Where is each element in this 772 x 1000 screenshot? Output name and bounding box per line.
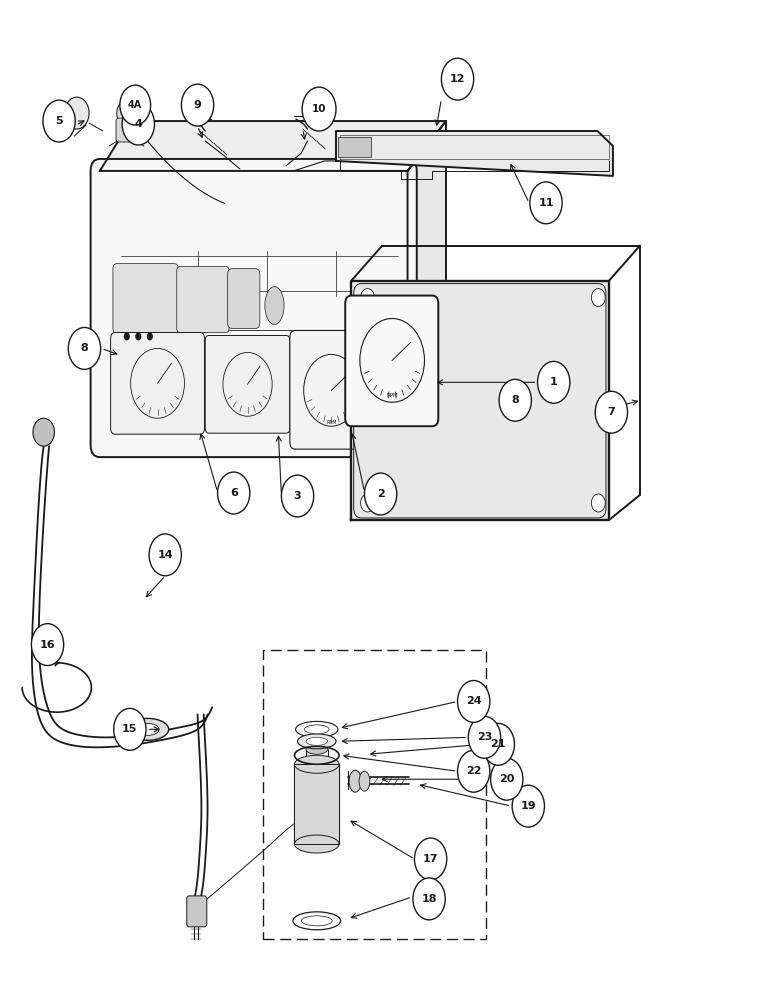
FancyBboxPatch shape <box>228 269 260 328</box>
Bar <box>263 650 486 939</box>
FancyBboxPatch shape <box>354 284 606 518</box>
Circle shape <box>595 391 628 433</box>
Circle shape <box>361 494 374 512</box>
Text: 16: 16 <box>39 640 56 650</box>
Circle shape <box>135 332 141 340</box>
Circle shape <box>415 838 447 880</box>
Circle shape <box>469 716 500 758</box>
Text: 8: 8 <box>80 343 88 353</box>
Circle shape <box>122 103 154 145</box>
Circle shape <box>591 289 605 307</box>
Circle shape <box>442 58 474 100</box>
Text: 2: 2 <box>377 489 384 499</box>
Circle shape <box>149 534 181 576</box>
FancyBboxPatch shape <box>116 118 140 142</box>
Text: 3: 3 <box>293 491 301 501</box>
Circle shape <box>361 289 374 307</box>
Circle shape <box>458 680 490 722</box>
Text: 24: 24 <box>466 696 482 706</box>
Ellipse shape <box>301 916 332 926</box>
Circle shape <box>113 708 146 750</box>
Text: 12: 12 <box>450 74 466 84</box>
Circle shape <box>124 332 130 340</box>
Circle shape <box>512 785 544 827</box>
Text: 19: 19 <box>520 801 536 811</box>
Circle shape <box>65 97 89 129</box>
Ellipse shape <box>293 912 340 930</box>
Circle shape <box>499 379 531 421</box>
Circle shape <box>33 418 55 446</box>
Circle shape <box>281 475 313 517</box>
FancyBboxPatch shape <box>110 332 205 434</box>
Text: 15: 15 <box>122 724 137 734</box>
Text: 9: 9 <box>194 100 201 110</box>
Ellipse shape <box>265 287 284 324</box>
Text: 11: 11 <box>538 198 554 208</box>
Text: 14: 14 <box>157 550 173 560</box>
FancyBboxPatch shape <box>113 264 178 333</box>
Text: 4: 4 <box>134 119 142 129</box>
Circle shape <box>530 182 562 224</box>
Circle shape <box>458 750 490 792</box>
Text: 23: 23 <box>477 732 492 742</box>
Circle shape <box>482 723 514 765</box>
Text: 21: 21 <box>490 739 506 749</box>
Circle shape <box>181 84 214 126</box>
Circle shape <box>302 87 336 131</box>
Polygon shape <box>336 131 613 176</box>
Text: RPM: RPM <box>386 393 398 398</box>
Text: 20: 20 <box>499 774 514 784</box>
FancyBboxPatch shape <box>290 330 374 449</box>
Ellipse shape <box>296 721 338 737</box>
Circle shape <box>43 100 75 142</box>
Ellipse shape <box>294 755 339 773</box>
Ellipse shape <box>297 734 336 749</box>
Polygon shape <box>351 281 609 520</box>
Ellipse shape <box>306 744 327 754</box>
Ellipse shape <box>127 718 169 740</box>
Text: 17: 17 <box>423 854 438 864</box>
Polygon shape <box>294 764 339 844</box>
Circle shape <box>591 494 605 512</box>
Text: RPM: RPM <box>326 420 337 425</box>
FancyBboxPatch shape <box>205 335 290 433</box>
Text: 8: 8 <box>511 395 519 405</box>
Ellipse shape <box>349 770 361 792</box>
Ellipse shape <box>294 835 339 853</box>
Text: 22: 22 <box>466 766 482 776</box>
Circle shape <box>117 100 137 126</box>
Circle shape <box>120 85 151 125</box>
Text: 4A: 4A <box>128 100 142 110</box>
FancyBboxPatch shape <box>90 159 417 457</box>
Text: 5: 5 <box>56 116 63 126</box>
Polygon shape <box>408 121 446 430</box>
Circle shape <box>218 472 250 514</box>
Circle shape <box>32 624 64 666</box>
Ellipse shape <box>306 737 327 745</box>
Circle shape <box>68 327 100 369</box>
Text: 7: 7 <box>608 407 615 417</box>
Ellipse shape <box>304 725 329 734</box>
Polygon shape <box>100 121 446 171</box>
Circle shape <box>147 332 153 340</box>
FancyBboxPatch shape <box>177 267 229 332</box>
Text: 18: 18 <box>422 894 437 904</box>
Ellipse shape <box>359 771 370 791</box>
Circle shape <box>413 878 445 920</box>
FancyBboxPatch shape <box>345 296 438 426</box>
Text: 1: 1 <box>550 377 557 387</box>
Circle shape <box>491 758 523 800</box>
Text: 10: 10 <box>312 104 327 114</box>
FancyBboxPatch shape <box>187 896 207 927</box>
Text: 6: 6 <box>230 488 238 498</box>
FancyBboxPatch shape <box>337 137 371 157</box>
Circle shape <box>537 361 570 403</box>
Ellipse shape <box>136 723 159 735</box>
Circle shape <box>364 473 397 515</box>
